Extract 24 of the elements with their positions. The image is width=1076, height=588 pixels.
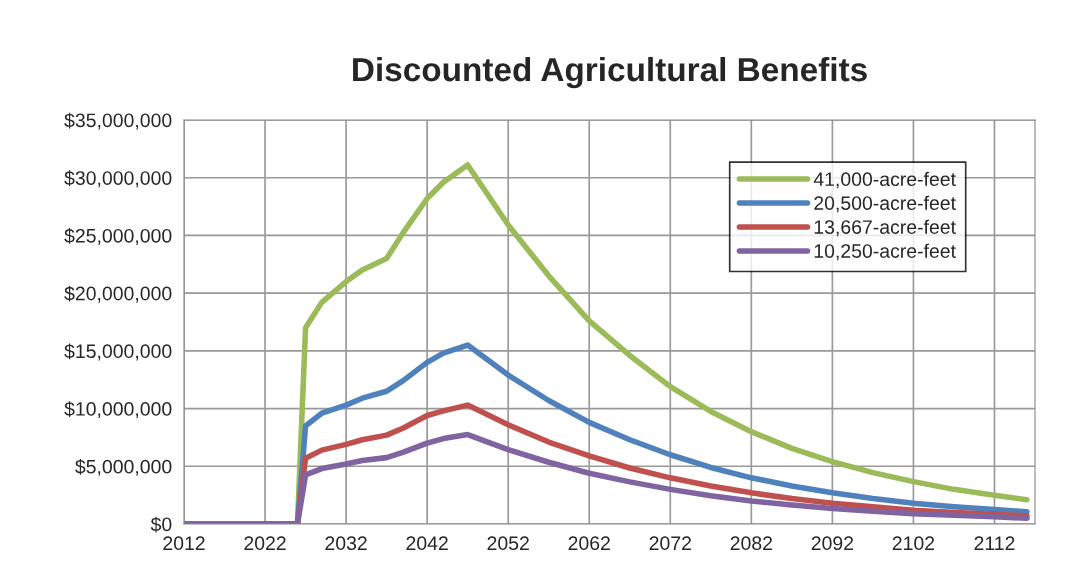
- x-tick-label: 2092: [811, 536, 854, 551]
- x-tick-label: 2022: [244, 536, 286, 551]
- x-tick-label: 2102: [892, 536, 935, 551]
- y-tick-label: $30,000,000: [64, 170, 172, 188]
- x-tick-label: 2082: [730, 536, 772, 551]
- y-tick-label: $0: [150, 516, 172, 533]
- x-tick-label: 2052: [487, 536, 529, 551]
- x-tick-label: 2062: [568, 536, 610, 551]
- y-tick-label: $15,000,000: [64, 343, 172, 361]
- x-tick-label: 2032: [325, 536, 367, 551]
- y-tick-label: $20,000,000: [64, 285, 172, 303]
- x-tick-label: 2042: [406, 536, 448, 551]
- x-tick-label: 2112: [974, 536, 1015, 550]
- y-tick-label: $25,000,000: [64, 228, 172, 245]
- x-tick-label: 2012: [163, 536, 205, 551]
- y-tick-label: $5,000,000: [75, 458, 172, 476]
- x-tick-label: 2072: [649, 536, 691, 551]
- chart-title: Discounted Agricultural Benefits: [353, 56, 867, 89]
- legend-label: 13,667-acre-feet: [814, 219, 956, 237]
- y-tick-label: $35,000,000: [64, 112, 172, 130]
- legend-label: 41,000-acre-feet: [813, 171, 956, 189]
- y-tick-label: $10,000,000: [64, 401, 172, 419]
- legend-label: 20,500-acre-feet: [814, 195, 956, 213]
- legend-label: 10,250-acre-feet: [814, 243, 956, 261]
